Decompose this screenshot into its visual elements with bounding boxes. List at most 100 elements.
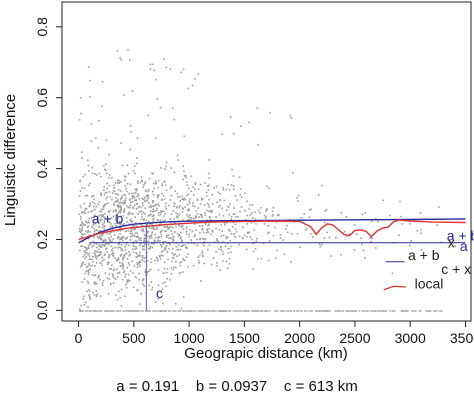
scatter-point [142,198,144,201]
scatter-point [193,242,196,245]
scatter-point [138,197,140,200]
scatter-point [232,175,235,177]
scatter-point [108,310,111,312]
scatter-point [369,237,371,239]
scatter-point [161,198,163,201]
scatter-point [114,215,117,217]
scatter-point [169,310,172,312]
scatter-point [101,215,104,218]
scatter-point [178,310,180,312]
scatter-point [93,275,96,277]
scatter-point [87,231,89,234]
scatter-point [169,279,171,281]
scatter-point [118,258,120,260]
scatter-point [79,231,82,234]
scatter-point [103,228,105,230]
scatter-point [170,194,173,197]
scatter-point [100,262,102,265]
scatter-point [126,258,129,260]
scatter-point [121,278,124,281]
scatter-point [175,206,178,209]
scatter-point [279,234,282,236]
scatter-point [120,206,122,208]
scatter-point [148,214,151,216]
scatter-point [122,268,124,270]
scatter-point [171,252,173,254]
scatter-point [179,261,181,264]
scatter-point [228,257,231,260]
scatter-point [95,256,97,258]
scatter-point [132,213,134,215]
scatter-point [199,237,202,240]
scatter-point [87,245,90,247]
scatter-point [152,227,154,229]
scatter-point [182,165,184,167]
scatter-point [361,213,364,216]
scatter-point [199,231,201,234]
scatter-point [123,209,125,211]
scatter-point [393,310,395,312]
scatter-point [125,273,127,275]
scatter-point [119,297,121,299]
scatter-point [88,205,90,208]
scatter-point [260,207,262,209]
scatter-point [181,207,184,209]
scatter-point [254,248,257,250]
scatter-point [162,210,165,212]
scatter-point [398,234,400,236]
scatter-point [244,210,246,212]
scatter-point [129,236,132,238]
scatter-point [124,197,127,199]
scatter-point [176,249,178,251]
scatter-point [158,194,160,196]
scatter-point [108,237,110,239]
scatter-point [119,226,122,229]
scatter-point [346,310,348,312]
scatter-point [192,202,194,204]
scatter-point [128,211,130,214]
scatter-point [84,251,86,253]
scatter-point [238,235,241,238]
scatter-point [178,272,181,275]
scatter-point [101,80,104,83]
scatter-point [166,225,169,228]
scatter-point [154,236,157,239]
scatter-point [334,310,337,312]
scatter-point [103,216,105,218]
scatter-point [125,252,127,255]
scatter-point [119,220,121,223]
scatter-point [182,296,185,298]
scatter-point [129,125,132,127]
scatter-point [438,206,440,208]
scatter-point [286,224,288,227]
scatter-point [112,238,115,240]
scatter-point [121,238,123,240]
scatter-point [171,226,174,229]
scatter-point [274,257,277,259]
scatter-point [265,216,267,218]
scatter-point [130,220,133,223]
scatter-point [162,249,165,252]
scatter-point [116,199,119,201]
scatter-point [194,182,197,184]
scatter-point [132,228,135,230]
scatter-point [160,233,163,236]
scatter-point [103,258,105,261]
scatter-point [179,205,181,207]
scatter-point [177,244,180,246]
scatter-point [296,233,299,235]
scatter-point [91,226,93,229]
scatter-point [112,255,115,257]
scatter-point [203,240,206,243]
scatter-point [264,310,266,312]
scatter-point [143,196,146,199]
scatter-point [80,304,82,307]
scatter-point [149,268,152,271]
scatter-point [362,249,365,252]
scatter-point [133,192,136,195]
scatter-point [152,193,155,196]
scatter-point [146,231,148,233]
scatter-point [95,137,97,139]
scatter-point [330,255,332,257]
